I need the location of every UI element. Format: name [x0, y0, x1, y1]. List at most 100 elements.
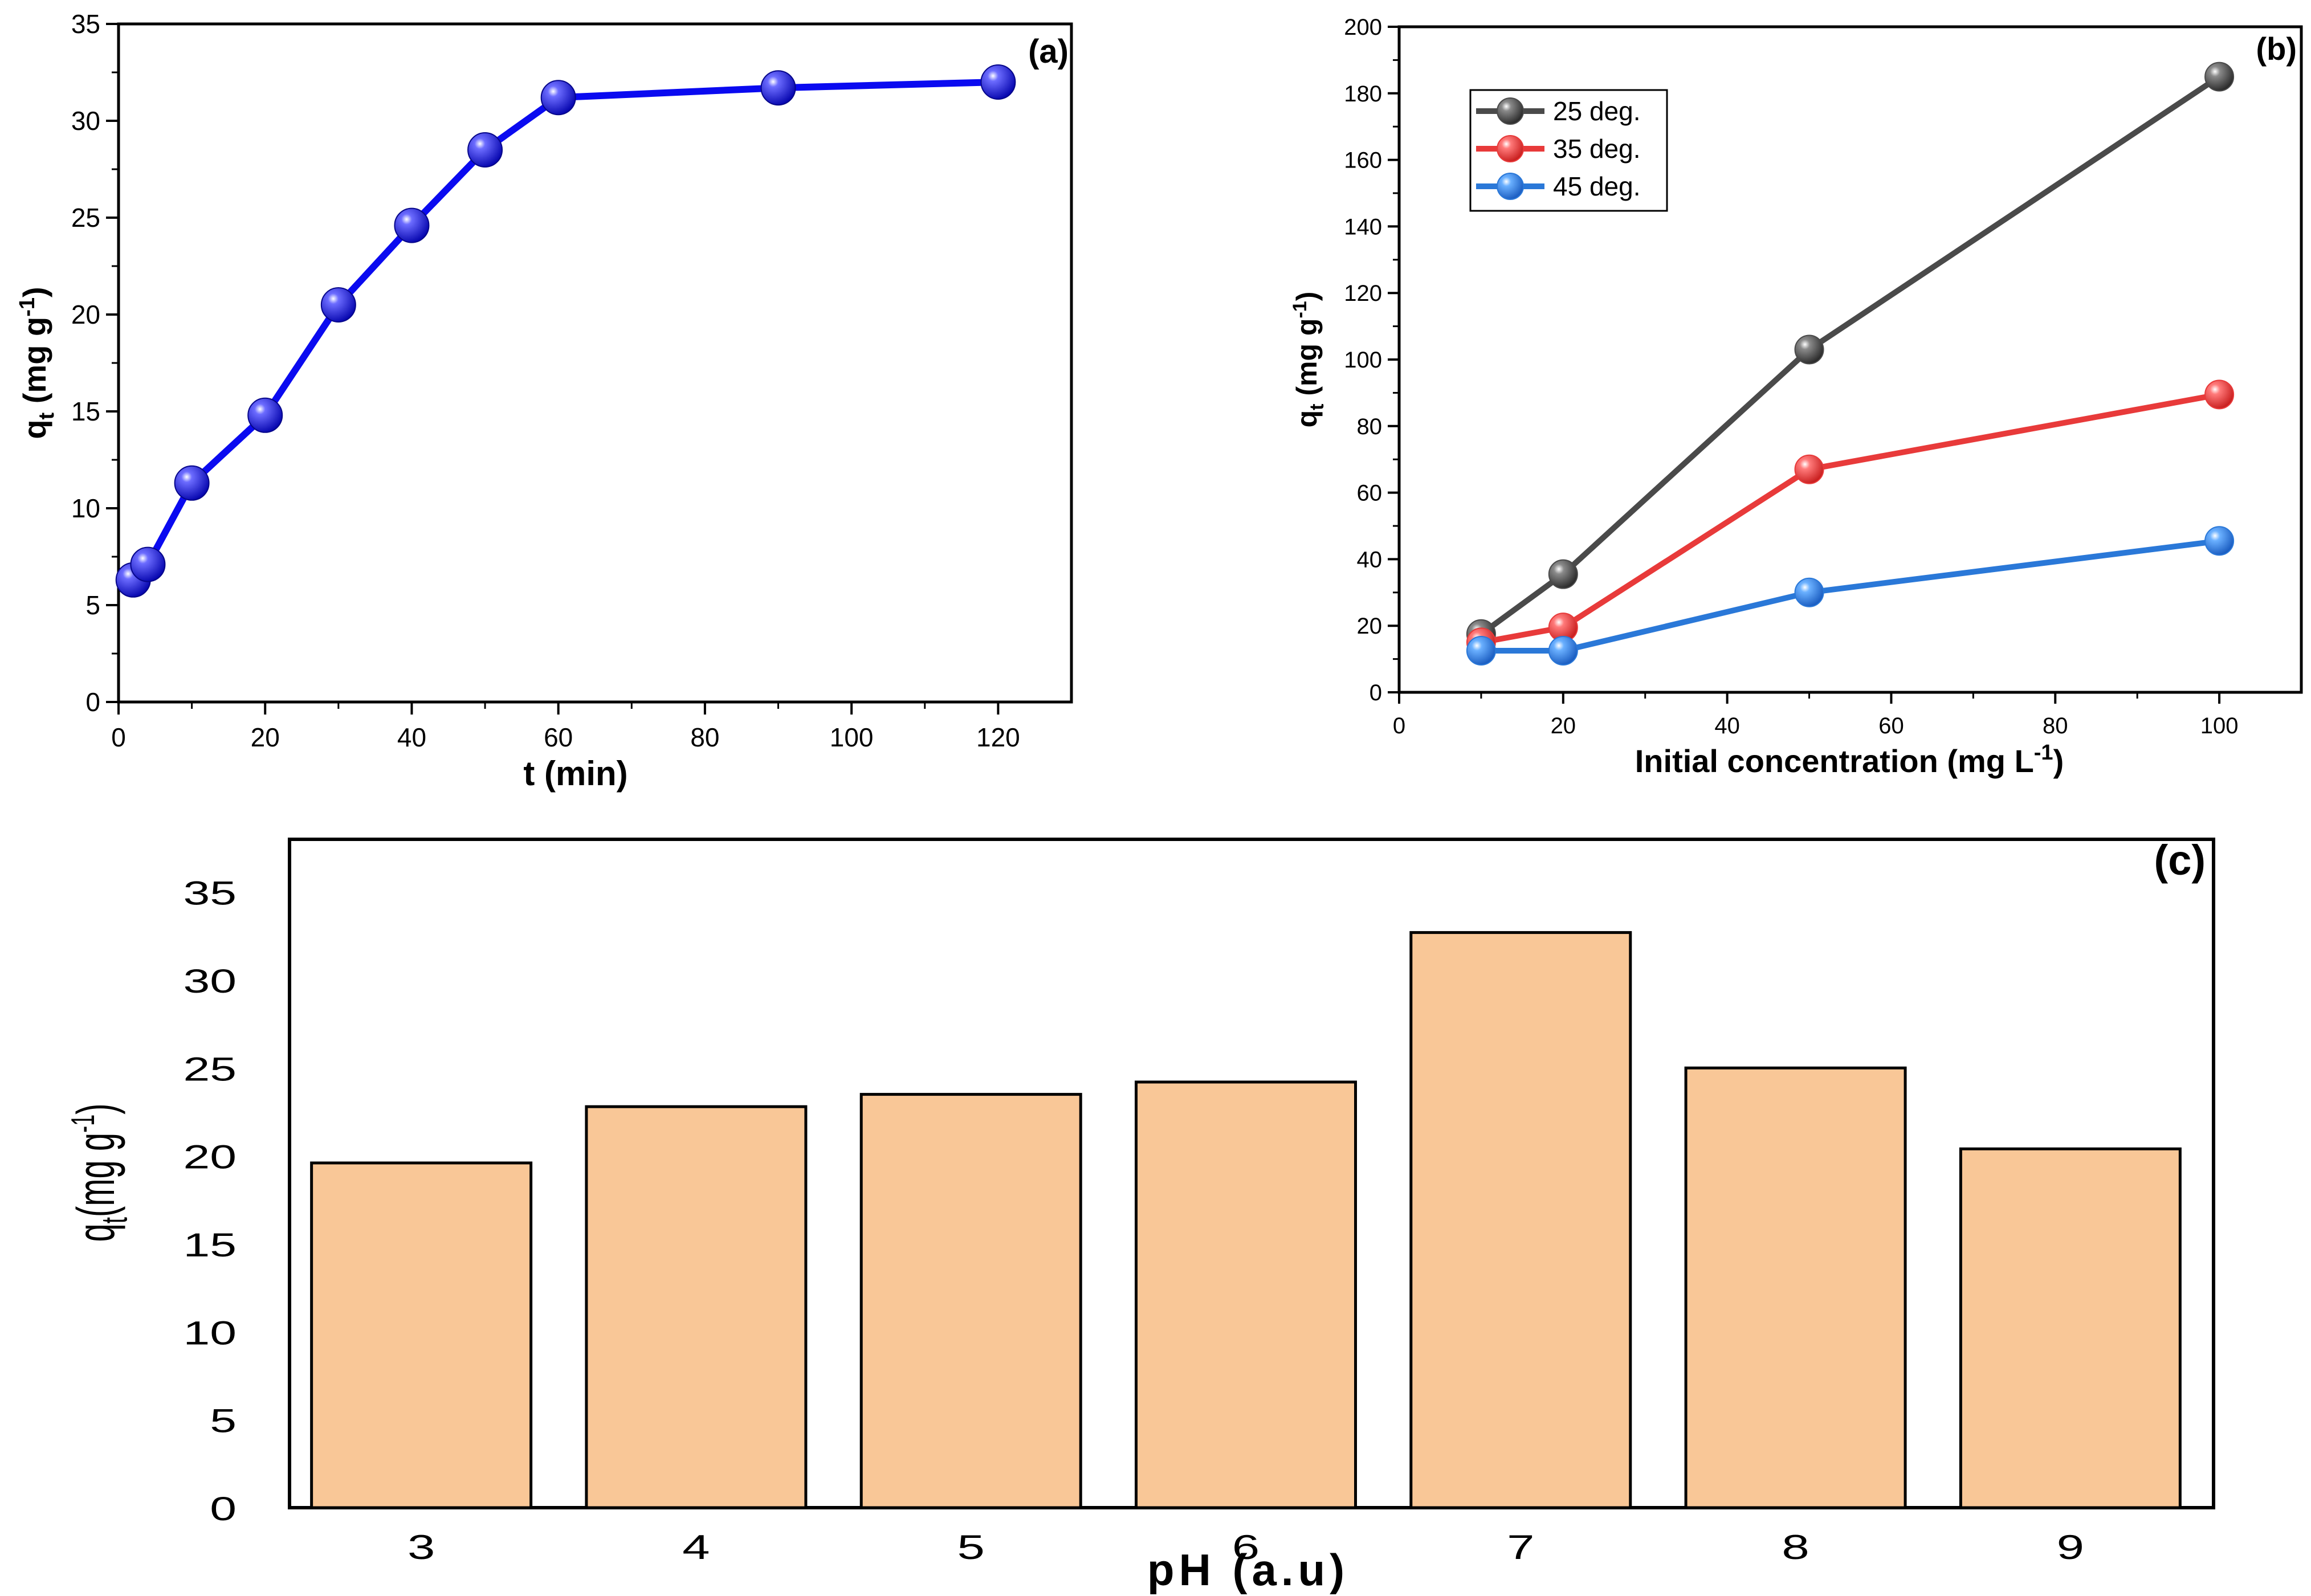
panel-a-chart: 0 20 40 60 80 100 120 0 5 10 15 20 25 30 35 (a) t (min…	[15, 9, 1073, 793]
panel-c-label: (c)	[2154, 836, 2206, 884]
panel-b-y-tick-label: 180	[1344, 81, 1382, 107]
panel-c-x-tick-label: 8	[1782, 1528, 1809, 1566]
panel-a-y-tick-label: 30	[71, 106, 100, 136]
panel-a-y-tick-label: 0	[85, 687, 100, 717]
panel-b-x-tick-label: 80	[2043, 713, 2068, 738]
panel-a-x-tick-label: 60	[544, 723, 573, 752]
panel-b-x-tick-label: 20	[1551, 713, 1576, 738]
panel-b-series	[1466, 62, 2235, 666]
panel-b-y-axis-title: qt (mg g-1)	[1289, 292, 1328, 428]
panel-a-data-point	[174, 465, 210, 501]
panel-b-legend-marker	[1497, 97, 1524, 125]
panel-b-y-tick-label: 120	[1344, 281, 1382, 306]
panel-c-bar	[585, 1105, 808, 1509]
panel-a-data-point	[247, 397, 283, 433]
panel-c-x-tick-label: 5	[957, 1528, 985, 1566]
panel-c-ticks: 3 4 5 6 7 8 9 0 5 10 15 20 25 30 35	[183, 875, 2084, 1566]
panel-b-x-axis-title: Initial concentration (mg L-1)	[1635, 741, 2064, 779]
panel-b-legend-label: 45 deg.	[1553, 172, 1640, 201]
panel-b-x-tick-label: 0	[1393, 713, 1405, 738]
panel-c-x-tick-label: 9	[2057, 1528, 2084, 1566]
panel-a-x-tick-label: 0	[111, 723, 126, 752]
panel-a-ticks: 0 20 40 60 80 100 120 0 5 10 15 20 25 30 35	[71, 9, 1020, 752]
panel-a-x-tick-label: 100	[830, 723, 874, 752]
panel-b-x-tick-label: 100	[2200, 713, 2239, 738]
panel-a-y-tick-label: 10	[71, 493, 100, 523]
panel-b-data-point	[2204, 526, 2235, 556]
panel-a-data-point	[540, 80, 576, 116]
panel-b-legend: 25 deg. 35 deg. 45 deg.	[1469, 89, 1668, 212]
panel-a-data-point	[130, 546, 166, 582]
panel-a-y-tick-label: 35	[71, 9, 100, 39]
panel-b-data-point	[1794, 577, 1824, 607]
panel-c-y-tick-label: 15	[183, 1227, 237, 1264]
panel-b-legend-label: 25 deg.	[1553, 96, 1640, 126]
panel-b-series-line	[1479, 74, 2221, 636]
panel-c-y-tick-label: 20	[183, 1139, 237, 1175]
panel-b-y-tick-label: 0	[1370, 680, 1382, 705]
panel-a-y-axis-title: qt (mg g-1)	[15, 287, 59, 439]
panel-a-y-tick-label: 5	[85, 590, 100, 620]
panel-b-series-line	[1481, 391, 2220, 646]
panel-b-label: (b)	[2256, 31, 2297, 67]
panel-a-y-tick-label: 25	[71, 203, 100, 232]
panel-c-y-tick-label: 5	[210, 1403, 237, 1439]
panel-a-x-axis-title: t (min)	[523, 754, 627, 793]
panel-c-chart: 3 4 5 6 7 8 9 0 5 10 15 20 25 30 35 (c) pH (a.u) qt(mg…	[65, 836, 2215, 1595]
panel-a-x-tick-label: 40	[397, 723, 426, 752]
panel-c-bar	[1409, 931, 1632, 1509]
panel-a-x-tick-label: 20	[251, 723, 280, 752]
panel-b-data-point	[1794, 334, 1824, 365]
panel-b-series-line	[1481, 538, 2220, 654]
panel-b-y-tick-label: 60	[1357, 481, 1383, 506]
panel-b-data-point	[1794, 454, 1824, 484]
panel-b-data-point	[2204, 62, 2235, 92]
panel-a-y-tick-label: 20	[71, 300, 100, 329]
panel-b-y-tick-label: 140	[1344, 214, 1382, 239]
panel-a-data-point	[760, 70, 796, 106]
panel-c-y-tick-label: 0	[210, 1491, 237, 1528]
panel-b-chart: 0 20 40 60 80 100020406080100120140160180200 …	[1289, 15, 2303, 779]
panel-c-x-tick-label: 4	[682, 1528, 710, 1566]
panel-c-x-tick-label: 7	[1507, 1528, 1534, 1566]
panel-c-y-tick-label: 25	[183, 1051, 237, 1088]
panel-c-bar	[859, 1093, 1082, 1509]
panel-c-x-tick-label: 3	[407, 1528, 435, 1566]
panel-c-y-axis-title: qt(mg g-1)	[65, 1104, 134, 1242]
panel-c-x-tick-label: 6	[1232, 1528, 1260, 1566]
panel-a-points	[115, 64, 1016, 598]
panel-a-y-tick-label: 15	[71, 397, 100, 426]
panel-b-y-tick-label: 80	[1357, 414, 1383, 439]
panel-b-y-tick-label: 160	[1344, 148, 1382, 173]
panel-b-ticks: 0 20 40 60 80 100 0 20 40 60 80 100 120 140 160 180 200	[1344, 15, 2238, 738]
panel-b-legend-marker	[1497, 135, 1524, 162]
panel-c-x-axis-title: pH (a.u)	[1147, 1545, 1349, 1595]
panel-c-bar	[1959, 1147, 2182, 1509]
panel-c-y-tick-label: 35	[183, 875, 237, 912]
panel-b-data-point	[2204, 379, 2235, 410]
panel-b-x-tick-label: 40	[1714, 713, 1740, 738]
panel-a-data-point	[394, 207, 430, 243]
panel-a-data-point	[980, 64, 1016, 100]
panel-a-x-tick-label: 80	[690, 723, 719, 752]
panel-b-y-tick-label: 20	[1357, 614, 1383, 639]
panel-c-y-tick-label: 30	[183, 964, 237, 1000]
panel-b-data-point	[1548, 636, 1578, 666]
panel-b-y-tick-label: 200	[1344, 15, 1382, 40]
panel-a-label: (a)	[1028, 33, 1069, 70]
panel-c-bar	[310, 1161, 533, 1509]
panel-c-bar	[1135, 1080, 1357, 1509]
panel-a-x-tick-label: 120	[976, 723, 1020, 752]
panel-b-y-tick-label: 100	[1344, 348, 1382, 373]
panel-a-series-line	[131, 79, 998, 582]
panel-b-data-point	[1466, 636, 1496, 666]
panel-a-data-point	[467, 132, 503, 168]
panel-b-x-tick-label: 60	[1878, 713, 1904, 738]
panel-c-y-tick-label: 10	[183, 1315, 237, 1352]
panel-b-legend-label: 35 deg.	[1553, 134, 1640, 164]
panel-c-bar	[1684, 1066, 1907, 1509]
panel-b-y-tick-label: 40	[1357, 547, 1383, 572]
panel-b-legend-marker	[1497, 173, 1524, 200]
panel-a-frame	[117, 22, 1073, 704]
